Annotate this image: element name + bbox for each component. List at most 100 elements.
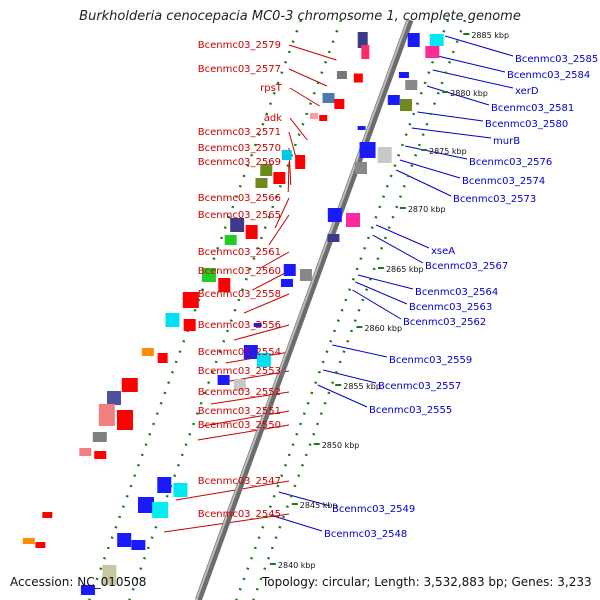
- gene-label-right[interactable]: Bcenmc03_2563: [409, 302, 492, 313]
- gene-feature-left[interactable]: [357, 32, 368, 48]
- gene-label-right[interactable]: Bcenmc03_2557: [378, 381, 461, 392]
- gene-feature-left[interactable]: [281, 150, 292, 160]
- gene-feature-left[interactable]: [98, 404, 115, 426]
- gene-feature-right[interactable]: [398, 72, 409, 78]
- gene-label-left[interactable]: Bcenmc03_2569: [198, 157, 281, 168]
- gene-feature-left[interactable]: [260, 164, 273, 176]
- gene-label-left[interactable]: Bcenmc03_2553: [198, 366, 281, 377]
- gene-label-left[interactable]: Bcenmc03_2565: [198, 210, 281, 221]
- gene-feature-right[interactable]: [387, 95, 400, 105]
- gene-feature-right[interactable]: [117, 533, 132, 547]
- gene-feature-left[interactable]: [141, 348, 154, 356]
- gene-label-right[interactable]: Bcenmc03_2567: [425, 261, 508, 272]
- gene-feature-right[interactable]: [359, 142, 376, 158]
- gene-feature-right[interactable]: [256, 353, 271, 367]
- gene-feature-right[interactable]: [346, 213, 360, 227]
- gene-feature-left[interactable]: [230, 218, 245, 232]
- gene-feature-right[interactable]: [217, 375, 230, 385]
- gene-feature-right[interactable]: [299, 269, 312, 281]
- gene-label-left[interactable]: Bcenmc03_2556: [198, 320, 281, 331]
- gene-label-right[interactable]: Bcenmc03_2562: [403, 317, 486, 328]
- gene-feature-left[interactable]: [224, 235, 237, 245]
- gene-feature-left[interactable]: [22, 538, 35, 544]
- gene-label-left[interactable]: Bcenmc03_2560: [198, 266, 281, 277]
- gene-label-left[interactable]: Bcenmc03_2552: [198, 387, 281, 398]
- gene-feature-left[interactable]: [165, 313, 180, 327]
- gene-feature-left[interactable]: [218, 278, 231, 292]
- gene-label-left[interactable]: Bcenmc03_2570: [198, 143, 281, 154]
- gene-feature-right[interactable]: [173, 483, 188, 497]
- gene-label-left[interactable]: Bcenmc03_2550: [198, 420, 281, 431]
- gene-feature-right[interactable]: [407, 33, 420, 47]
- gene-label-left[interactable]: Bcenmc03_2551: [198, 406, 281, 417]
- gene-feature-left[interactable]: [334, 99, 345, 109]
- gene-feature-left[interactable]: [92, 432, 107, 442]
- gene-feature-right[interactable]: [354, 162, 367, 174]
- gene-feature-left[interactable]: [295, 155, 306, 169]
- gene-feature-right[interactable]: [157, 477, 172, 493]
- gene-label-left[interactable]: Bcenmc03_2547: [198, 476, 281, 487]
- gene-label-left[interactable]: rpsT: [260, 83, 283, 94]
- gene-feature-left[interactable]: [273, 172, 286, 184]
- gene-feature-right[interactable]: [327, 208, 342, 222]
- gene-label-left[interactable]: Bcenmc03_2561: [198, 247, 281, 258]
- gene-label-right[interactable]: xerD: [515, 86, 539, 97]
- gene-label-left[interactable]: Bcenmc03_2577: [198, 64, 281, 75]
- gene-label-right[interactable]: Bcenmc03_2549: [332, 504, 415, 515]
- gene-feature-left[interactable]: [107, 391, 122, 405]
- gene-feature-right[interactable]: [357, 126, 366, 130]
- gene-label-left[interactable]: Bcenmc03_2579: [198, 40, 281, 51]
- gene-feature-left[interactable]: [79, 448, 92, 456]
- gene-feature-right[interactable]: [131, 540, 146, 550]
- gene-label-right[interactable]: Bcenmc03_2564: [415, 287, 498, 298]
- gene-label-right[interactable]: murB: [493, 136, 520, 147]
- gene-label-left[interactable]: adk: [264, 113, 282, 124]
- gene-label-left[interactable]: Bcenmc03_2545: [198, 509, 281, 520]
- gene-feature-left[interactable]: [353, 73, 363, 83]
- gene-feature-left[interactable]: [309, 113, 318, 119]
- gene-label-right[interactable]: Bcenmc03_2584: [507, 70, 590, 81]
- gene-feature-left[interactable]: [183, 319, 196, 331]
- gene-feature-left[interactable]: [319, 115, 328, 121]
- gene-label-left[interactable]: Bcenmc03_2558: [198, 289, 281, 300]
- gene-feature-right[interactable]: [233, 379, 246, 391]
- gene-feature-right[interactable]: [377, 147, 392, 163]
- gene-label-right[interactable]: Bcenmc03_2580: [485, 119, 568, 130]
- gene-feature-right[interactable]: [399, 99, 412, 111]
- gene-feature-right[interactable]: [102, 565, 117, 585]
- gene-label-right[interactable]: xseA: [431, 246, 455, 257]
- gene-feature-right[interactable]: [425, 46, 440, 58]
- gene-label-right[interactable]: Bcenmc03_2576: [469, 157, 552, 168]
- gene-feature-right[interactable]: [243, 345, 258, 359]
- gene-feature-right[interactable]: [327, 234, 340, 242]
- gene-label-right[interactable]: Bcenmc03_2585: [515, 54, 598, 65]
- gene-feature-left[interactable]: [201, 268, 216, 282]
- gene-feature-right[interactable]: [253, 323, 262, 327]
- gene-feature-left[interactable]: [255, 178, 268, 188]
- gene-feature-right[interactable]: [429, 34, 444, 46]
- gene-label-right[interactable]: Bcenmc03_2574: [462, 176, 545, 187]
- gene-label-left[interactable]: Bcenmc03_2571: [198, 127, 281, 138]
- gene-feature-left[interactable]: [157, 353, 168, 363]
- gene-feature-right[interactable]: [137, 497, 154, 513]
- gene-feature-right[interactable]: [281, 279, 294, 287]
- gene-feature-left[interactable]: [361, 45, 370, 59]
- gene-label-right[interactable]: Bcenmc03_2581: [491, 103, 574, 114]
- gene-feature-left[interactable]: [322, 93, 335, 103]
- gene-feature-right[interactable]: [283, 264, 296, 276]
- gene-feature-right[interactable]: [152, 502, 169, 518]
- gene-label-right[interactable]: Bcenmc03_2555: [369, 405, 452, 416]
- gene-feature-left[interactable]: [182, 292, 199, 308]
- gene-feature-left[interactable]: [336, 71, 347, 79]
- gene-feature-left[interactable]: [117, 410, 133, 430]
- gene-label-left[interactable]: Bcenmc03_2566: [198, 193, 281, 204]
- gene-feature-left[interactable]: [35, 542, 46, 548]
- gene-feature-left[interactable]: [245, 225, 258, 239]
- gene-label-right[interactable]: Bcenmc03_2573: [453, 194, 536, 205]
- gene-feature-left[interactable]: [121, 378, 138, 392]
- gene-label-right[interactable]: Bcenmc03_2548: [324, 529, 407, 540]
- gene-label-left[interactable]: Bcenmc03_2554: [198, 347, 281, 358]
- gene-feature-left[interactable]: [94, 451, 107, 459]
- gene-feature-right[interactable]: [80, 585, 95, 595]
- gene-label-right[interactable]: Bcenmc03_2559: [389, 355, 472, 366]
